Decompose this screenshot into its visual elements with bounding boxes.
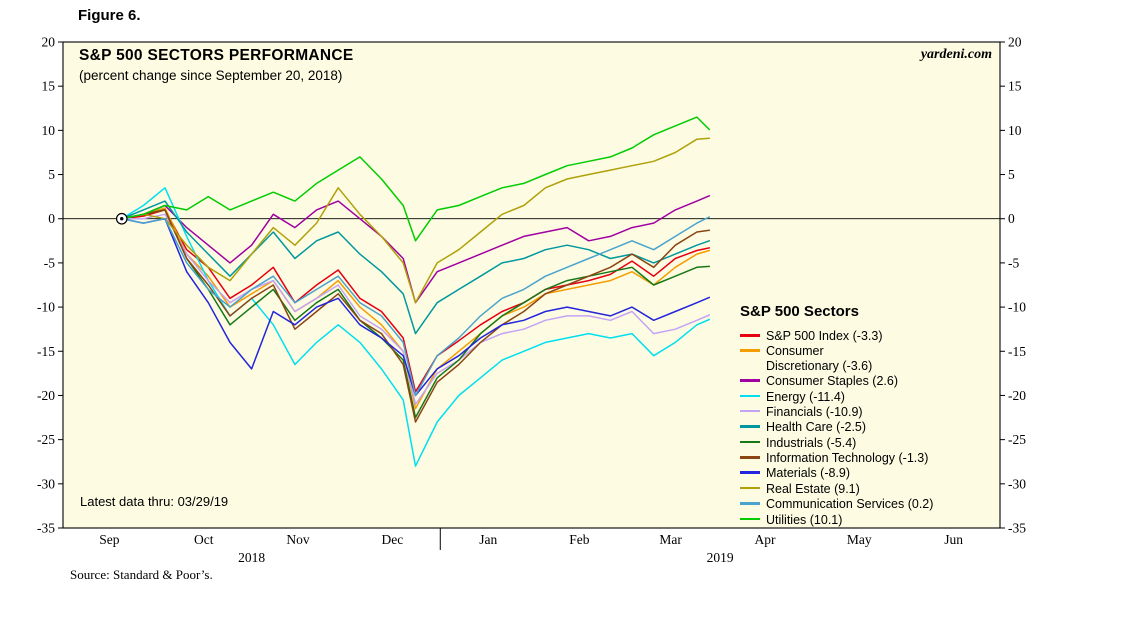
y-axis-label-right: -30: [1008, 476, 1026, 491]
x-axis-month-label: Apr: [754, 532, 775, 547]
series-line-energy: [121, 187, 711, 467]
legend-item-financials: Financials (-10.9): [740, 405, 980, 419]
legend-label-consumer-staples: Consumer Staples (2.6): [766, 374, 899, 389]
legend-item-consumer-discretionary: Consumer Discretionary (-3.6): [740, 344, 980, 373]
legend: S&P 500 Sectors S&P 500 Index (-3.3) Cons…: [740, 303, 980, 528]
y-axis-label-right: -10: [1008, 300, 1026, 315]
legend-item-health-care: Health Care (-2.5): [740, 420, 980, 434]
latest-data-note: Latest data thru: 03/29/19: [80, 494, 229, 509]
legend-label-consumer-discretionary: Consumer Discretionary (-3.6): [766, 344, 873, 373]
y-axis-label-left: 10: [42, 123, 56, 138]
y-axis-label-left: 0: [48, 211, 55, 226]
plot-border: [62, 41, 1001, 529]
y-axis-label-left: -10: [37, 300, 55, 315]
legend-swatch-financials: [740, 409, 760, 413]
x-axis-year-label: 2019: [707, 550, 734, 565]
legend-swatch-energy: [740, 394, 760, 397]
figure-label: Figure 6.: [78, 7, 141, 24]
legend-label-utilities: Utilities (10.1): [766, 512, 843, 527]
legend-item-utilities: Utilities (10.1): [740, 513, 980, 527]
legend-item-consumer-staples: Consumer Staples (2.6): [740, 374, 980, 388]
legend-item-s-p-500-index: S&P 500 Index (-3.3): [740, 329, 980, 343]
y-axis-label-right: 20: [1008, 35, 1022, 50]
legend-items: S&P 500 Index (-3.3) Consumer Discretiona…: [740, 329, 980, 527]
y-axis-label-left: -35: [37, 521, 55, 536]
x-axis-month-label: May: [847, 532, 872, 547]
series-line-real-estate: [121, 137, 711, 304]
y-axis-label-left: 15: [42, 79, 56, 94]
legend-swatch-real-estate: [740, 486, 760, 490]
y-axis-label-right: -20: [1008, 388, 1026, 403]
x-axis-month-label: Feb: [569, 532, 590, 547]
y-axis-label-right: -15: [1008, 344, 1026, 359]
legend-item-industrials: Industrials (-5.4): [740, 436, 980, 450]
legend-label-energy: Energy (-11.4): [766, 389, 845, 404]
y-axis-label-right: 5: [1008, 167, 1015, 182]
y-axis-label-right: 15: [1008, 79, 1022, 94]
legend-item-information-technology: Information Technology (-1.3): [740, 451, 980, 465]
y-axis-label-left: 20: [42, 35, 56, 50]
legend-item-materials: Materials (-8.9): [740, 466, 980, 480]
y-axis-label-right: 10: [1008, 123, 1022, 138]
y-axis-label-left: -20: [37, 388, 55, 403]
y-axis-label-right: -35: [1008, 521, 1026, 536]
x-axis-month-label: Oct: [194, 532, 214, 547]
legend-label-communication-services: Communication Services (0.2): [766, 497, 934, 512]
legend-label-industrials: Industrials (-5.4): [766, 435, 857, 450]
legend-swatch-consumer-discretionary: [740, 349, 760, 352]
y-axis-label-right: -25: [1008, 432, 1026, 447]
series-line-industrials: [121, 209, 711, 419]
y-axis-label-right: 0: [1008, 211, 1015, 226]
brand-yardeni: yardeni.com: [920, 47, 992, 62]
x-axis-year-label: 2018: [238, 550, 265, 565]
legend-item-communication-services: Communication Services (0.2): [740, 497, 980, 511]
x-axis-month-label: Nov: [286, 532, 309, 547]
legend-swatch-s-p-500-index: [740, 334, 760, 337]
series-line-communication-services: [121, 216, 711, 397]
series-line-financials: [121, 213, 711, 406]
legend-label-s-p-500-index: S&P 500 Index (-3.3): [766, 329, 883, 343]
series-line-health-care: [121, 200, 711, 335]
legend-item-energy: Energy (-11.4): [740, 390, 980, 404]
x-axis-month-label: Mar: [659, 532, 682, 547]
legend-title: S&P 500 Sectors: [740, 303, 859, 320]
legend-label-financials: Financials (-10.9): [766, 404, 863, 419]
legend-label-real-estate: Real Estate (9.1): [766, 481, 860, 496]
legend-swatch-health-care: [740, 425, 760, 428]
legend-label-materials: Materials (-8.9): [766, 466, 851, 481]
legend-swatch-industrials: [740, 440, 760, 444]
series-line-utilities: [121, 116, 711, 242]
legend-swatch-utilities: [740, 517, 760, 520]
x-axis-month-label: Sep: [99, 532, 120, 547]
legend-label-information-technology: Information Technology (-1.3): [766, 451, 929, 465]
y-axis-label-left: -25: [37, 432, 55, 447]
y-axis-label-right: -5: [1008, 255, 1019, 270]
chart-title: S&P 500 SECTORS PERFORMANCE: [79, 47, 354, 64]
legend-item-real-estate: Real Estate (9.1): [740, 482, 980, 496]
y-axis-label-left: 5: [48, 167, 55, 182]
legend-swatch-materials: [740, 471, 760, 474]
legend-swatch-communication-services: [740, 502, 760, 505]
y-axis-label-left: -5: [44, 255, 55, 270]
x-axis-month-label: Dec: [381, 532, 403, 547]
legend-label-health-care: Health Care (-2.5): [766, 420, 867, 435]
x-axis-month-label: Jan: [479, 532, 497, 547]
series-line-consumer-discretionary: [121, 207, 711, 410]
legend-swatch-information-technology: [740, 456, 760, 459]
y-axis-label-left: -30: [37, 476, 55, 491]
x-axis-month-label: Jun: [944, 532, 963, 547]
series-line-information-technology: [121, 209, 711, 423]
legend-swatch-consumer-staples: [740, 379, 760, 382]
start-marker-dot: [120, 217, 124, 221]
chart-subtitle: (percent change since September 20, 2018…: [79, 68, 343, 83]
source-note: Source: Standard & Poor’s.: [70, 567, 213, 582]
y-axis-label-left: -15: [37, 344, 55, 359]
